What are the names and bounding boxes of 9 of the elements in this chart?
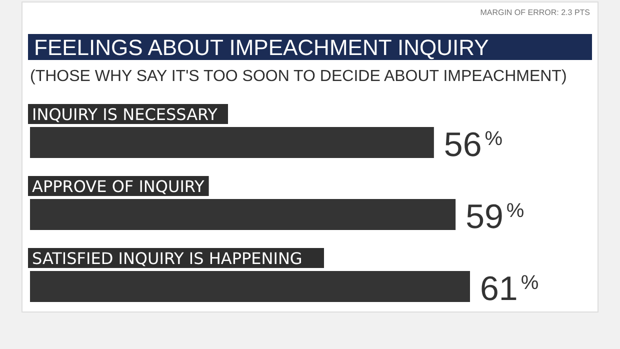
data-label: 56$^{%}$ <box>444 126 503 164</box>
y-tick-label: INQUIRY IS NECESSARY <box>32 105 218 124</box>
y-tick-label: SATISFIED INQUIRY IS HAPPENING <box>32 249 302 268</box>
y-tick-label: APPROVE OF INQUIRY <box>32 177 204 196</box>
text: MARGIN OF ERROR: 2.3 PTS <box>480 8 590 17</box>
data-label: 59$^{%}$ <box>466 198 524 236</box>
data-label: 61$^{%}$ <box>480 270 539 308</box>
chart-subtitle: (THOSE WHY SAY IT'S TOO SOON TO DECIDE ABOUT IMPEACHMENT) <box>30 68 567 85</box>
chart-title: FEELINGS ABOUT IMPEACHMENT INQUIRY <box>34 35 490 60</box>
